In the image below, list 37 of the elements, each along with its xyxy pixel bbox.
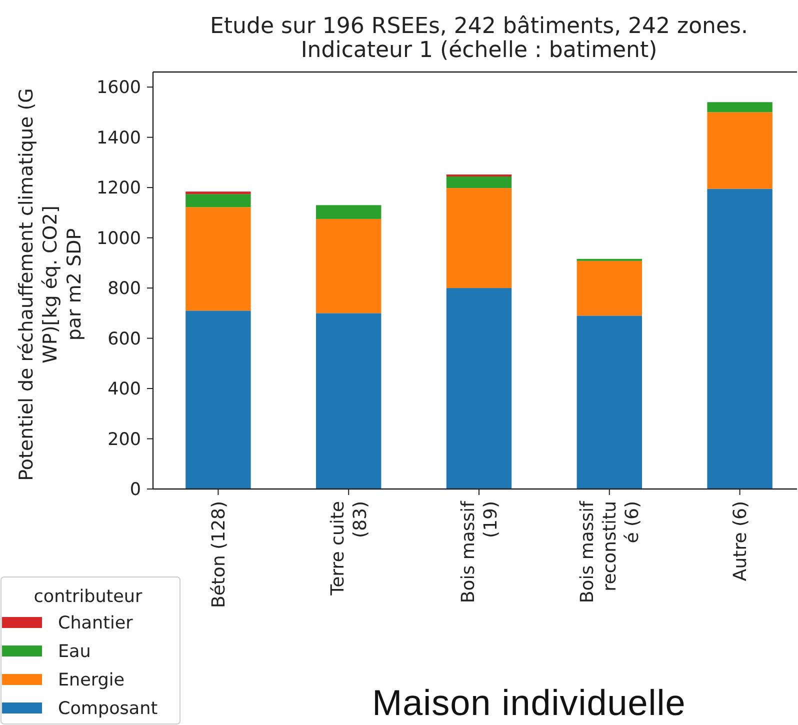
legend-label: Eau [58,642,91,662]
y-tick-label: 800 [108,279,141,300]
bar [316,218,382,314]
y-tick-label: 1600 [96,78,141,98]
x-tick-label: Béton (128) [208,501,230,608]
legend-title: contributeur [34,587,144,607]
bar [446,188,512,288]
bar [186,310,251,489]
bar [186,192,251,194]
x-tick-label: Terre cuite (83) [328,501,372,596]
y-tick-label: 0 [130,480,141,500]
bar [576,260,642,316]
y-tick-label: 1000 [96,228,141,249]
y-axis-title: Potentiel de réchauffement climatique (G WP)[kg éq. CO2] par m2 SDP [16,88,86,481]
bar [446,288,512,489]
bar [186,207,251,311]
bar [707,188,772,489]
bar [316,205,382,219]
x-tick-label: Bois massif (19) [458,500,502,604]
bar [707,112,772,189]
chart-title: Etude sur 196 RSEEs, 242 bâtiments, 242 zones. Indicateur 1 (échelle : batiment) [210,14,748,63]
x-tick-label: Bois massif reconstitu é (6) [577,500,644,604]
legend-label: Composant [58,699,158,720]
y-tick-label: 600 [108,329,141,350]
x-tick-label: Autre (6) [730,501,752,582]
legend-label: Chantier [58,614,134,634]
legend-label: Energie [58,670,125,691]
bar [576,316,642,489]
bar [316,313,382,489]
bar [186,194,251,208]
y-tick-label: 200 [108,430,141,450]
bar [446,176,512,188]
text: Maison individuelle [372,682,686,723]
y-tick-label: 1400 [96,128,141,148]
y-tick-label: 400 [108,380,141,400]
bar [707,102,772,112]
y-tick-label: 1200 [96,178,141,199]
